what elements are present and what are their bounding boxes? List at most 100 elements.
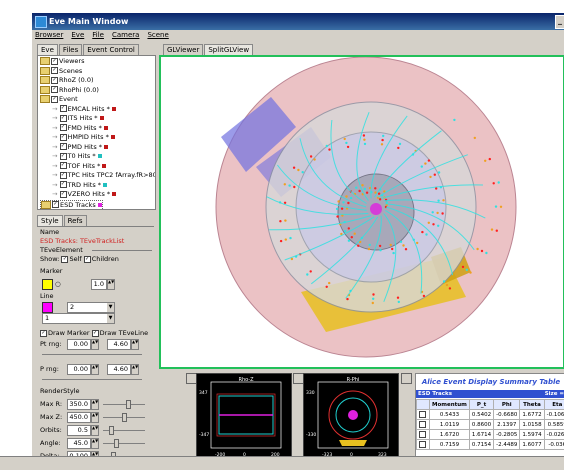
tree-item[interactable]: ✓Event (40, 95, 78, 104)
tab-refs[interactable]: Refs (64, 215, 87, 226)
tree-item[interactable]: → ✓FMD Hits * (52, 124, 108, 133)
slider-knob[interactable] (126, 400, 131, 409)
renderstyle-spinner[interactable]: ▲▼ (91, 438, 99, 449)
tree-item[interactable]: → ✓TPC Hits TPC2 fArray.fR>80 (52, 171, 156, 180)
tab-event-control[interactable]: Event Control (83, 44, 139, 55)
hit-point (491, 228, 493, 230)
event-display-scene (161, 57, 563, 367)
menu-file[interactable]: File (92, 31, 104, 39)
tab-files[interactable]: Files (59, 44, 82, 55)
hit-point (285, 238, 287, 240)
tree-item-checkbox[interactable]: ✓ (52, 201, 59, 208)
marker-size-spinner[interactable]: ▲▼ (107, 279, 115, 290)
table-header-cell: Theta (520, 400, 544, 410)
menu-browser[interactable]: Browser (35, 31, 63, 39)
gl-viewer-3d[interactable] (159, 55, 564, 369)
tree-item[interactable]: → ✓VZERO Hits * (52, 190, 116, 199)
slider-knob[interactable] (109, 426, 114, 435)
tree-item[interactable]: ✓Viewers (40, 57, 84, 66)
p-min-spinner[interactable]: ▲▼ (91, 364, 99, 375)
renderstyle-slider[interactable] (103, 443, 145, 444)
renderstyle-spinner[interactable]: ▲▼ (91, 399, 99, 410)
self-checkbox[interactable]: ✓ (61, 256, 68, 263)
p-min-field[interactable]: 0.00 (67, 364, 91, 375)
mini-tick-label: 347 (199, 390, 208, 396)
minimize-button[interactable]: _ (555, 15, 564, 29)
row-checkbox[interactable] (419, 421, 426, 428)
line-style-combo[interactable]: 1▼ (42, 313, 115, 324)
marker-color-button[interactable] (42, 279, 53, 290)
menu-scene[interactable]: Scene (147, 31, 168, 39)
pt-min-field[interactable]: 0.00 (67, 339, 91, 350)
tree-item[interactable]: → ✓PMD Hits * (52, 143, 108, 152)
p-max-field[interactable]: 4.60 (107, 364, 131, 375)
tree-item[interactable]: ✓ESD Tracks (40, 200, 103, 211)
tree-item[interactable]: ✓RhoPhi (0.0) (40, 86, 99, 95)
row-checkbox[interactable] (419, 441, 426, 448)
tab-style[interactable]: Style (37, 215, 63, 226)
menu-eve[interactable]: Eve (71, 31, 84, 39)
pt-range-slider[interactable] (42, 354, 142, 355)
tree-item[interactable]: ✓RhoZ (0.0) (40, 76, 94, 85)
renderstyle-spinner[interactable]: ▲▼ (91, 412, 99, 423)
tab-eve[interactable]: Eve (37, 44, 58, 55)
renderstyle-spinner[interactable]: ▲▼ (91, 425, 99, 436)
tree-item[interactable]: → ✓T0 Hits * (52, 152, 102, 161)
tab-glviewer[interactable]: GLViewer (163, 44, 203, 55)
row-checkbox[interactable] (419, 431, 426, 438)
slider-knob[interactable] (114, 439, 119, 448)
slider-knob[interactable] (122, 413, 127, 422)
draw-teveline-checkbox[interactable]: ✓ (92, 330, 99, 337)
tree-item[interactable]: → ✓EMCAL Hits * (52, 105, 116, 114)
line-color-button[interactable] (42, 302, 53, 313)
table-cell: 0.5859 (544, 420, 564, 430)
marker-symbol[interactable]: ○ (55, 280, 61, 288)
tree-item-checkbox[interactable]: ✓ (51, 96, 58, 103)
row-checkbox[interactable] (419, 411, 426, 418)
tree-item-checkbox[interactable]: ✓ (60, 162, 67, 169)
tree-item[interactable]: → ✓ITS Hits * (52, 114, 104, 123)
pt-max-field[interactable]: 4.60 (107, 339, 131, 350)
tree-item-checkbox[interactable]: ✓ (60, 153, 67, 160)
renderstyle-field[interactable]: 45.0 (67, 438, 91, 449)
tree-item-checkbox[interactable]: ✓ (51, 67, 58, 74)
menu-camera[interactable]: Camera (112, 31, 139, 39)
children-checkbox[interactable]: ✓ (84, 256, 91, 263)
p-max-spinner[interactable]: ▲▼ (131, 364, 139, 375)
tree-item-checkbox[interactable]: ✓ (60, 124, 67, 131)
tree-item[interactable]: ✓Scenes (40, 67, 82, 76)
renderstyle-field[interactable]: 450.0 (67, 412, 91, 423)
draw-marker-checkbox[interactable]: ✓ (40, 330, 47, 337)
tree-item[interactable]: → ✓TOF Hits * (52, 162, 106, 171)
tab-splitglview[interactable]: SplitGLView (204, 44, 253, 55)
tree-item-checkbox[interactable]: ✓ (51, 86, 58, 93)
undock-icon[interactable] (401, 373, 412, 384)
tree-item-checkbox[interactable]: ✓ (60, 181, 67, 188)
tree-item-checkbox[interactable]: ✓ (51, 58, 58, 65)
pt-min-spinner[interactable]: ▲▼ (91, 339, 99, 350)
renderstyle-field[interactable]: 0.5 (67, 425, 91, 436)
tree-item-checkbox[interactable]: ✓ (60, 105, 67, 112)
element-tree[interactable]: ✓Viewers✓Scenes✓RhoZ (0.0)✓RhoPhi (0.0)✓… (37, 55, 156, 210)
tree-item-checkbox[interactable]: ✓ (51, 77, 58, 84)
marker-size-field[interactable]: 1.0 (91, 279, 107, 290)
pt-max-spinner[interactable]: ▲▼ (131, 339, 139, 350)
renderstyle-slider[interactable] (103, 404, 145, 405)
renderstyle-field[interactable]: 350.0 (67, 399, 91, 410)
tree-item[interactable]: → ✓TRD Hits * (52, 181, 107, 190)
tree-item-checkbox[interactable]: ✓ (60, 172, 67, 179)
tree-item-checkbox[interactable]: ✓ (60, 143, 67, 150)
p-range-slider[interactable] (42, 379, 142, 380)
tree-item-checkbox[interactable]: ✓ (60, 134, 67, 141)
tree-item-checkbox[interactable]: ✓ (60, 115, 67, 122)
line-width-combo[interactable]: 2▼ (67, 302, 115, 313)
tree-item-checkbox[interactable]: ✓ (60, 191, 67, 198)
tree-item[interactable]: → ✓HMPID Hits * (52, 133, 115, 142)
